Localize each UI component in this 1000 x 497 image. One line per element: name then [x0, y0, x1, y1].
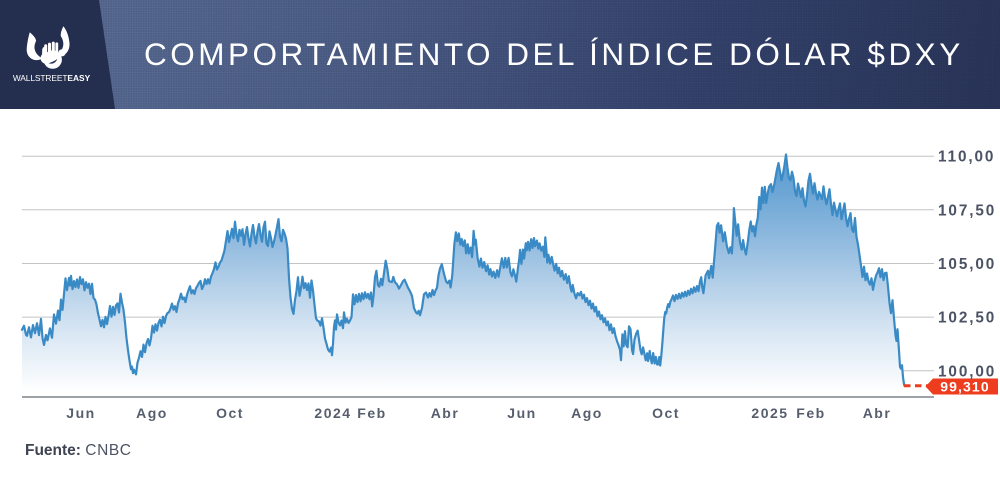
- svg-text:107,50: 107,50: [938, 202, 996, 219]
- svg-text:Oct: Oct: [216, 405, 244, 421]
- svg-text:Feb: Feb: [796, 405, 825, 421]
- svg-text:2024: 2024: [314, 405, 351, 421]
- svg-text:Abr: Abr: [863, 405, 892, 421]
- svg-text:110,00: 110,00: [938, 149, 995, 166]
- svg-text:99,310: 99,310: [940, 379, 989, 395]
- svg-text:Jun: Jun: [507, 405, 536, 421]
- svg-text:102,50: 102,50: [938, 310, 996, 327]
- svg-text:Ago: Ago: [136, 405, 168, 421]
- svg-text:2025: 2025: [751, 405, 788, 421]
- svg-text:100,00: 100,00: [938, 363, 996, 380]
- svg-text:Ago: Ago: [571, 405, 603, 421]
- svg-text:Feb: Feb: [357, 405, 386, 421]
- svg-text:Jun: Jun: [66, 405, 95, 421]
- svg-text:Oct: Oct: [652, 405, 680, 421]
- svg-text:105,00: 105,00: [938, 256, 996, 273]
- svg-text:Abr: Abr: [431, 405, 460, 421]
